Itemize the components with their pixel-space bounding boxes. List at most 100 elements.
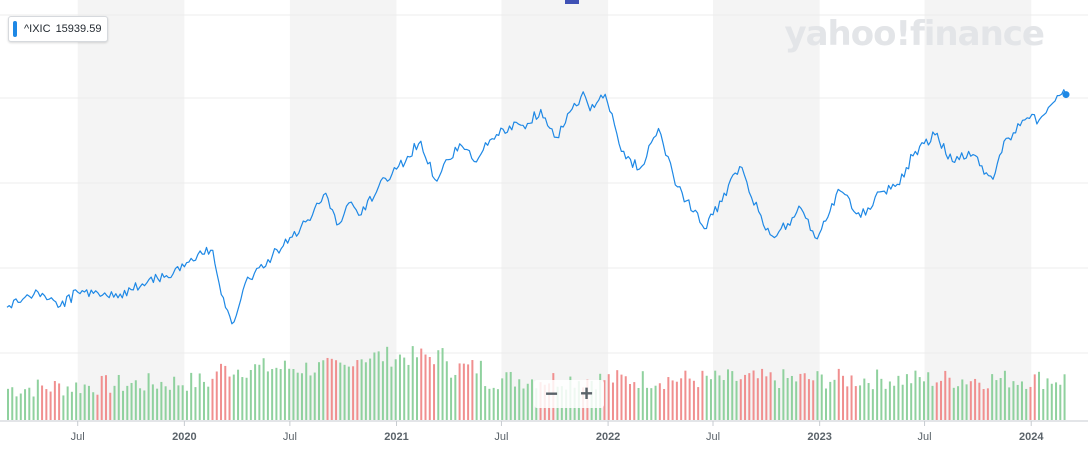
volume-bar <box>769 372 772 420</box>
volume-bar <box>377 351 380 420</box>
zoom-controls: − + <box>534 380 604 408</box>
volume-bar <box>415 357 418 420</box>
volume-bar <box>450 377 453 420</box>
volume-bar <box>126 385 129 420</box>
volume-bar <box>820 374 823 420</box>
x-tick-label: 2024 <box>1019 431 1044 443</box>
volume-bar <box>83 384 86 420</box>
volume-bar <box>24 389 27 420</box>
volume-bar <box>11 387 14 420</box>
volume-bar <box>624 376 627 420</box>
volume-bar <box>671 380 674 420</box>
volume-bar <box>343 364 346 420</box>
volume-bar <box>143 390 146 420</box>
volume-bar <box>386 346 389 420</box>
volume-bar <box>347 366 350 420</box>
volume-bar <box>1008 387 1011 420</box>
volume-bar <box>28 387 31 420</box>
zoom-out-button[interactable]: − <box>545 381 558 406</box>
volume-bar <box>782 369 785 420</box>
volume-bar <box>663 388 666 420</box>
volume-bar <box>177 385 180 420</box>
volume-bar <box>484 386 487 420</box>
volume-bar <box>995 380 998 420</box>
volume-bar <box>509 371 512 420</box>
volume-bar <box>113 385 116 420</box>
x-tick-label: Jul <box>918 431 932 443</box>
volume-bar <box>863 378 866 420</box>
volume-bar <box>198 373 201 420</box>
last-price-dot[interactable] <box>1062 91 1070 99</box>
volume-bar <box>433 364 436 420</box>
volume-bar <box>70 391 73 420</box>
volume-bar <box>283 360 286 420</box>
volume-bar <box>620 374 623 420</box>
volume-bar <box>462 363 465 420</box>
volume-bar <box>373 352 376 420</box>
volume-bar <box>454 374 457 420</box>
legend-tag[interactable]: ^IXIC 15939.59 <box>8 16 109 42</box>
volume-bar <box>96 394 99 420</box>
volume-bar <box>867 383 870 420</box>
volume-bar <box>211 378 214 420</box>
volume-bar <box>501 378 504 420</box>
volume-bar <box>629 383 632 420</box>
volume-bar <box>526 383 529 420</box>
volume-bar <box>940 380 943 420</box>
volume-bar <box>156 388 159 420</box>
volume-bar <box>513 386 516 420</box>
volume-bar <box>1012 381 1015 420</box>
volume-bar <box>722 380 725 420</box>
volume-bar <box>181 385 184 420</box>
volume-bar <box>778 388 781 420</box>
volume-bar <box>986 388 989 420</box>
volume-bar <box>752 370 755 420</box>
price-line[interactable] <box>6 89 1067 325</box>
zoom-in-button[interactable]: + <box>580 381 593 406</box>
volume-bar <box>991 374 994 420</box>
volume-bar <box>1016 384 1019 420</box>
volume-bar <box>79 393 82 420</box>
volume-bar <box>207 386 210 420</box>
volume-bar <box>190 372 193 420</box>
volume-bar <box>271 369 274 420</box>
volume-bar <box>92 392 95 420</box>
range-indicator[interactable] <box>565 0 579 4</box>
volume-bar <box>288 368 291 420</box>
volume-bar <box>467 364 470 420</box>
volume-bar <box>897 375 900 420</box>
volume-bar <box>611 382 614 420</box>
volume-bar <box>66 386 69 420</box>
x-tick-label: Jul <box>494 431 508 443</box>
volume-bar <box>279 369 282 420</box>
volume-bar <box>109 392 112 420</box>
volume-bar <box>603 380 606 420</box>
volume-bar <box>87 385 90 420</box>
volume-bar <box>58 383 61 420</box>
volume-bar <box>999 378 1002 420</box>
volume-bar <box>318 362 321 420</box>
volume-bar <box>522 388 525 420</box>
volume-bar <box>893 385 896 420</box>
volume-bar <box>309 375 312 420</box>
volume-bar <box>407 364 410 420</box>
volume-bar <box>258 364 261 420</box>
volume-bar <box>744 374 747 420</box>
volume-bar <box>305 362 308 420</box>
volume-bar <box>173 376 176 420</box>
volume-bar <box>816 371 819 420</box>
volume-bar <box>147 373 150 420</box>
volume-bar <box>356 360 359 420</box>
shaded-period-band <box>501 0 609 420</box>
volume-bar <box>807 379 810 420</box>
volume-bar <box>266 371 269 420</box>
volume-bar <box>888 381 891 420</box>
volume-bar <box>160 381 163 420</box>
volume-bar <box>441 348 444 420</box>
volume-bar <box>445 361 448 420</box>
volume-bar <box>420 348 423 420</box>
volume-bar <box>1059 384 1062 420</box>
volume-bar <box>488 388 491 420</box>
